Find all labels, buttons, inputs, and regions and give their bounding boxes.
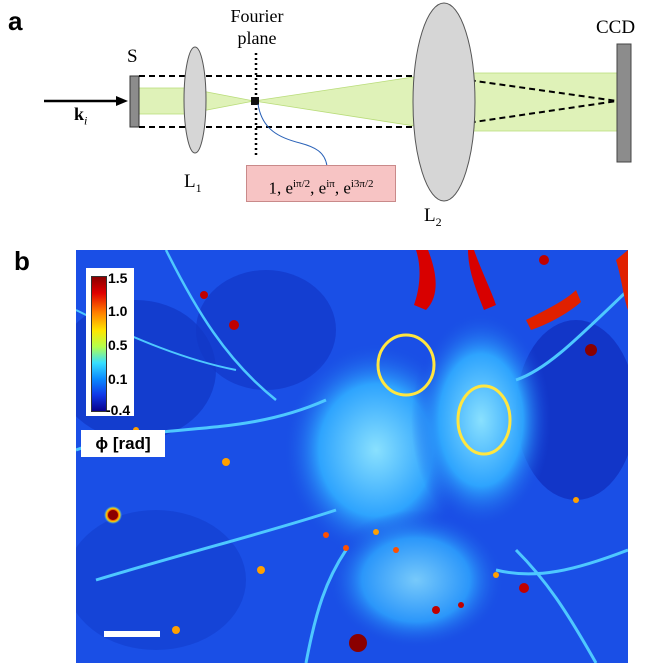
fourier-label-line2: plane: [237, 28, 277, 48]
lens-l1: [183, 46, 207, 154]
sample-label: S: [127, 46, 138, 67]
colorbar-tick-0-1: 0.1: [108, 371, 128, 387]
optical-setup-diagram: [44, 2, 632, 202]
colorbar-tick-1-5: 1.5: [108, 270, 128, 286]
wave-vector-label: ki: [74, 104, 88, 128]
sample-slab: [129, 75, 140, 128]
colorbar: [91, 276, 107, 412]
colorbar-tick-1-0: 1.0: [108, 303, 128, 319]
scale-bar: [104, 631, 160, 637]
incident-arrow-head: [116, 96, 128, 106]
beam-diverging: [253, 72, 441, 131]
ccd-detector: [616, 43, 632, 163]
lens-l2-label: L2: [424, 205, 442, 229]
phase-mask: [251, 97, 259, 105]
fourier-plane-label: Fourier plane: [218, 5, 296, 49]
beam-input: [137, 87, 187, 115]
phase-callout-line: [257, 103, 328, 167]
lens-l1-label: L1: [184, 171, 202, 195]
fourier-label-line1: Fourier: [230, 6, 284, 26]
phase-shift-box: 1, eiπ/2, eiπ, ei3π/2: [246, 165, 396, 202]
phase-shift-1: iπ/2: [292, 178, 311, 190]
colorbar-tick-0-5: 0.5: [108, 337, 128, 353]
lens-l2: [412, 2, 476, 202]
phase-shift-0: 1: [268, 178, 277, 198]
phase-shift-2: iπ: [326, 178, 335, 190]
panel-b-label: b: [14, 246, 30, 276]
colorbar-tick-neg-0-4: -0.4: [106, 402, 131, 418]
phase-unit-label: ϕ [rad]: [81, 430, 165, 457]
panel-a-label: a: [8, 6, 23, 36]
ccd-label: CCD: [596, 17, 636, 38]
phase-shift-3: i3π/2: [350, 178, 374, 190]
